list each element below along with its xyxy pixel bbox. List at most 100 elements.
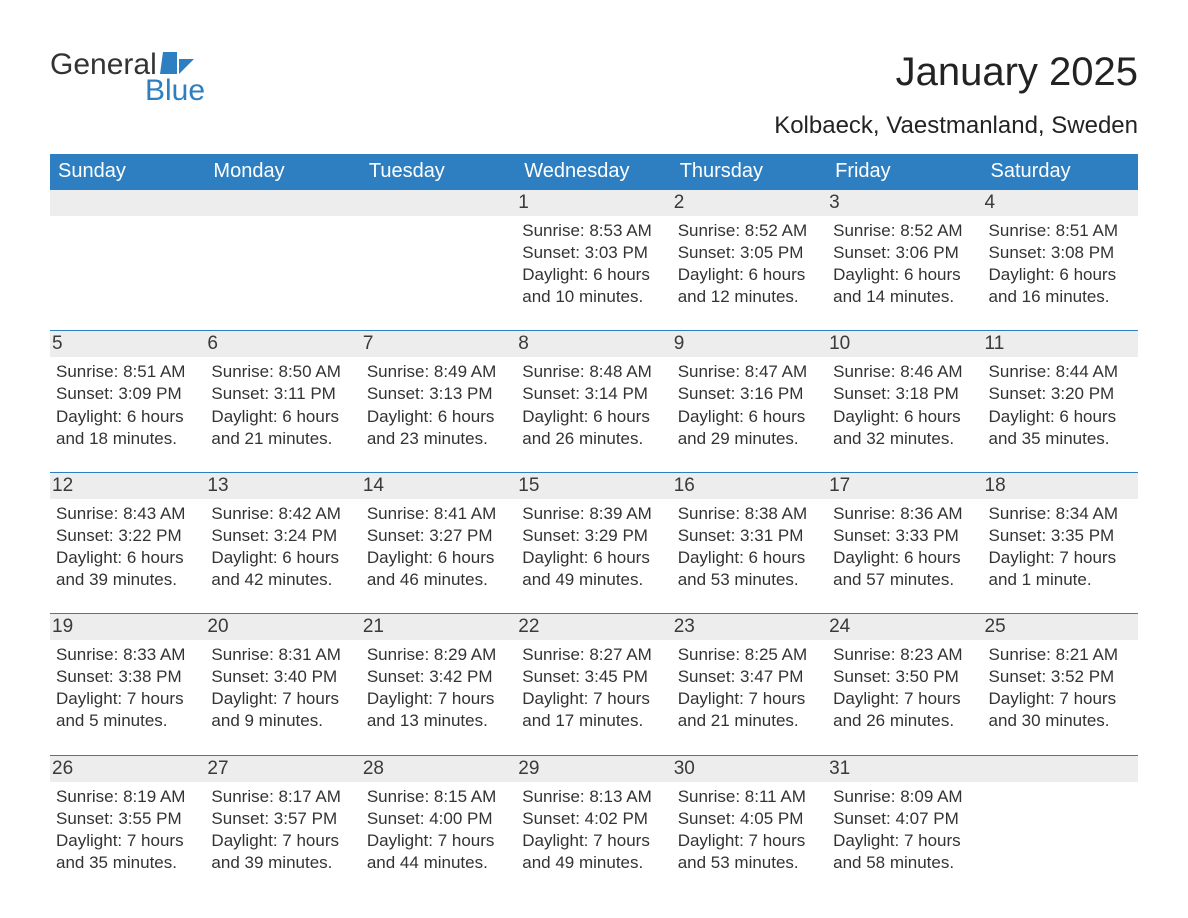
day-info-line: Sunset: 3:18 PM [833,383,976,405]
day-info-line: Daylight: 7 hours [56,688,199,710]
day-info: Sunrise: 8:38 AMSunset: 3:31 PMDaylight:… [678,503,821,591]
day-info-line: and 49 minutes. [522,852,665,874]
day-number: 12 [50,473,205,499]
day-info-line: Daylight: 7 hours [833,688,976,710]
day-info-line: and 39 minutes. [56,569,199,591]
day-number: 5 [50,331,205,357]
day-info-line: Daylight: 7 hours [522,830,665,852]
day-info-line: Sunrise: 8:47 AM [678,361,821,383]
day-info-line: Daylight: 7 hours [678,688,821,710]
day-info-line: Daylight: 6 hours [56,406,199,428]
day-info-line: and 42 minutes. [211,569,354,591]
day-info-line: Daylight: 7 hours [989,547,1132,569]
day-cell: 25Sunrise: 8:21 AMSunset: 3:52 PMDayligh… [983,614,1138,755]
day-info-line: Sunrise: 8:51 AM [989,220,1132,242]
day-info-line: Sunrise: 8:52 AM [678,220,821,242]
day-info: Sunrise: 8:17 AMSunset: 3:57 PMDaylight:… [211,786,354,874]
day-info: Sunrise: 8:51 AMSunset: 3:08 PMDaylight:… [989,220,1132,308]
day-info-line: Sunset: 3:29 PM [522,525,665,547]
day-number: 4 [983,190,1138,216]
day-number: 30 [672,756,827,782]
day-info-line: Daylight: 6 hours [833,264,976,286]
day-number: 3 [827,190,982,216]
day-info: Sunrise: 8:11 AMSunset: 4:05 PMDaylight:… [678,786,821,874]
day-cell: 27Sunrise: 8:17 AMSunset: 3:57 PMDayligh… [205,755,360,896]
day-info-line: Sunrise: 8:31 AM [211,644,354,666]
day-info: Sunrise: 8:46 AMSunset: 3:18 PMDaylight:… [833,361,976,449]
day-info: Sunrise: 8:13 AMSunset: 4:02 PMDaylight:… [522,786,665,874]
day-info-line: Sunset: 3:47 PM [678,666,821,688]
day-info-line: Daylight: 6 hours [989,264,1132,286]
day-number [983,756,1138,782]
week-row: 12Sunrise: 8:43 AMSunset: 3:22 PMDayligh… [50,472,1138,613]
day-number: 10 [827,331,982,357]
day-info-line: Daylight: 6 hours [211,406,354,428]
calendar-body: 1Sunrise: 8:53 AMSunset: 3:03 PMDaylight… [50,190,1138,896]
day-cell: 9Sunrise: 8:47 AMSunset: 3:16 PMDaylight… [672,331,827,472]
day-info: Sunrise: 8:36 AMSunset: 3:33 PMDaylight:… [833,503,976,591]
day-info-line: and 26 minutes. [833,710,976,732]
day-info-line: Sunrise: 8:43 AM [56,503,199,525]
day-info-line: Sunset: 3:40 PM [211,666,354,688]
day-info-line: Sunrise: 8:25 AM [678,644,821,666]
day-info-line: Sunset: 3:16 PM [678,383,821,405]
day-cell: 1Sunrise: 8:53 AMSunset: 3:03 PMDaylight… [516,190,671,331]
day-info: Sunrise: 8:29 AMSunset: 3:42 PMDaylight:… [367,644,510,732]
day-info: Sunrise: 8:48 AMSunset: 3:14 PMDaylight:… [522,361,665,449]
day-info-line: Daylight: 6 hours [522,264,665,286]
day-info: Sunrise: 8:27 AMSunset: 3:45 PMDaylight:… [522,644,665,732]
day-cell: 6Sunrise: 8:50 AMSunset: 3:11 PMDaylight… [205,331,360,472]
day-info-line: and 39 minutes. [211,852,354,874]
day-info-line: Sunrise: 8:21 AM [989,644,1132,666]
day-info-line: Sunset: 3:38 PM [56,666,199,688]
day-info-line: Sunrise: 8:39 AM [522,503,665,525]
day-info-line: Sunset: 3:09 PM [56,383,199,405]
day-info: Sunrise: 8:52 AMSunset: 3:06 PMDaylight:… [833,220,976,308]
day-info: Sunrise: 8:50 AMSunset: 3:11 PMDaylight:… [211,361,354,449]
day-info-line: Daylight: 6 hours [56,547,199,569]
day-number: 31 [827,756,982,782]
day-cell: 12 Sunrise: 8:43 AMSunset: 3:22 PMDayligh… [50,472,205,613]
day-info-line: and 29 minutes. [678,428,821,450]
day-info-line: Daylight: 6 hours [833,406,976,428]
day-info: Sunrise: 8:31 AMSunset: 3:40 PMDaylight:… [211,644,354,732]
day-info-line: Sunrise: 8:19 AM [56,786,199,808]
day-number [50,190,205,216]
day-info-line: Sunset: 3:14 PM [522,383,665,405]
day-info-line: Daylight: 7 hours [678,830,821,852]
day-info-line: Sunset: 4:05 PM [678,808,821,830]
day-info-line: Sunrise: 8:33 AM [56,644,199,666]
day-cell: 20Sunrise: 8:31 AMSunset: 3:40 PMDayligh… [205,614,360,755]
day-info-line: and 1 minute. [989,569,1132,591]
day-info-line: Sunset: 3:22 PM [56,525,199,547]
col-thursday: Thursday [672,154,827,190]
week-row: 5 Sunrise: 8:51 AMSunset: 3:09 PMDaylight… [50,331,1138,472]
page: General Blue January 2025 Kolbaeck, Vaes… [0,0,1188,896]
day-info-line: Daylight: 6 hours [678,547,821,569]
day-info-line: Sunrise: 8:27 AM [522,644,665,666]
day-info-line: Daylight: 6 hours [367,547,510,569]
day-info-line: Daylight: 7 hours [211,688,354,710]
day-number: 16 [672,473,827,499]
day-info: Sunrise: 8:53 AMSunset: 3:03 PMDaylight:… [522,220,665,308]
day-number: 28 [361,756,516,782]
day-info-line: Sunset: 3:31 PM [678,525,821,547]
day-info-line: Sunrise: 8:09 AM [833,786,976,808]
calendar-table: Sunday Monday Tuesday Wednesday Thursday… [50,154,1138,896]
logo: General Blue [50,50,205,108]
day-info-line: and 21 minutes. [211,428,354,450]
day-info-line: Sunrise: 8:48 AM [522,361,665,383]
day-cell [205,190,360,331]
day-info-line: Sunset: 3:33 PM [833,525,976,547]
col-tuesday: Tuesday [361,154,516,190]
day-number: 26 [50,756,205,782]
day-info-line: Daylight: 6 hours [367,406,510,428]
day-info-line: Sunrise: 8:41 AM [367,503,510,525]
day-cell: 24Sunrise: 8:23 AMSunset: 3:50 PMDayligh… [827,614,982,755]
day-info-line: Sunset: 3:45 PM [522,666,665,688]
day-cell: 14Sunrise: 8:41 AMSunset: 3:27 PMDayligh… [361,472,516,613]
day-info: Sunrise: 8:15 AMSunset: 4:00 PMDaylight:… [367,786,510,874]
day-info-line: and 57 minutes. [833,569,976,591]
day-info: Sunrise: 8:51 AMSunset: 3:09 PMDaylight:… [56,361,199,449]
day-info-line: Sunrise: 8:46 AM [833,361,976,383]
